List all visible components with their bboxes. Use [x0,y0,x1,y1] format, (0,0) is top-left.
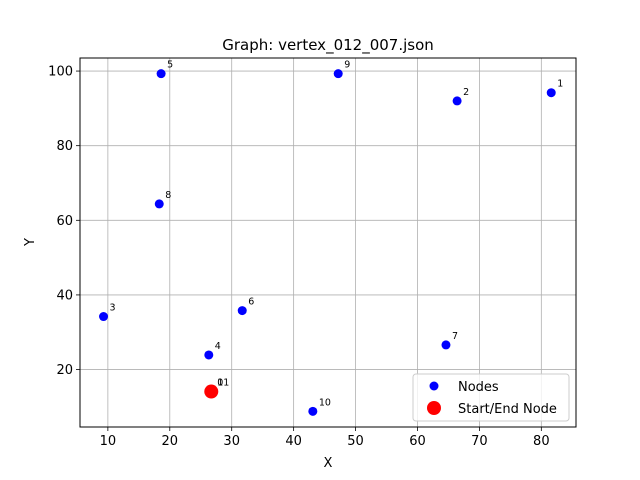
x-tick-label: 70 [471,434,488,449]
legend-box [412,373,570,422]
node-label: 0 [217,378,223,389]
node-label: 2 [463,87,469,98]
x-tick-label: 20 [162,434,179,449]
x-tick-label: 80 [533,434,550,449]
x-tick-label: 60 [409,434,426,449]
y-tick-label: 60 [56,214,73,229]
node-point [452,96,462,106]
y-tick-label: 80 [56,139,73,154]
chart-title: Graph: vertex_012_007.json [222,36,434,55]
node-label: 3 [110,303,116,314]
node-label: 8 [165,190,171,201]
y-tick-label: 100 [48,65,73,80]
node-point [154,199,164,209]
node-label: 5 [167,60,173,71]
x-tick-label: 30 [223,434,240,449]
plot-frame [79,57,577,428]
legend-start-end-marker [427,401,441,415]
node-point [156,69,166,79]
node-label: 11 [217,378,229,389]
node-point [333,69,343,79]
legend-nodes-label: Nodes [458,380,499,395]
node-label: 7 [452,331,458,342]
x-tick-label: 50 [347,434,364,449]
x-tick-label: 10 [100,434,117,449]
node-label: 4 [215,341,221,352]
x-tick-label: 40 [285,434,302,449]
node-label: 6 [248,297,254,308]
grid [80,58,576,427]
legend-nodes-marker [429,381,439,391]
legend: Nodes Start/End Node [412,373,570,422]
y-tick-label: 40 [56,288,73,303]
start-end-point [204,384,219,399]
marks: 0 1 2 3 4 5 6 7 8 9 10 11 [99,60,563,416]
x-axis-label: X [324,456,333,471]
node-point [441,340,451,350]
y-axis-label: Y [23,238,38,247]
y-tick-label: 20 [56,363,73,378]
node-label: 9 [344,60,350,71]
node-point [237,306,247,316]
node-label: 1 [557,79,563,90]
node-label: 10 [319,397,331,408]
legend-start-end-label: Start/End Node [458,402,557,417]
node-point [99,312,109,322]
node-point [204,350,214,360]
node-point [546,88,556,98]
node-point [308,406,318,416]
